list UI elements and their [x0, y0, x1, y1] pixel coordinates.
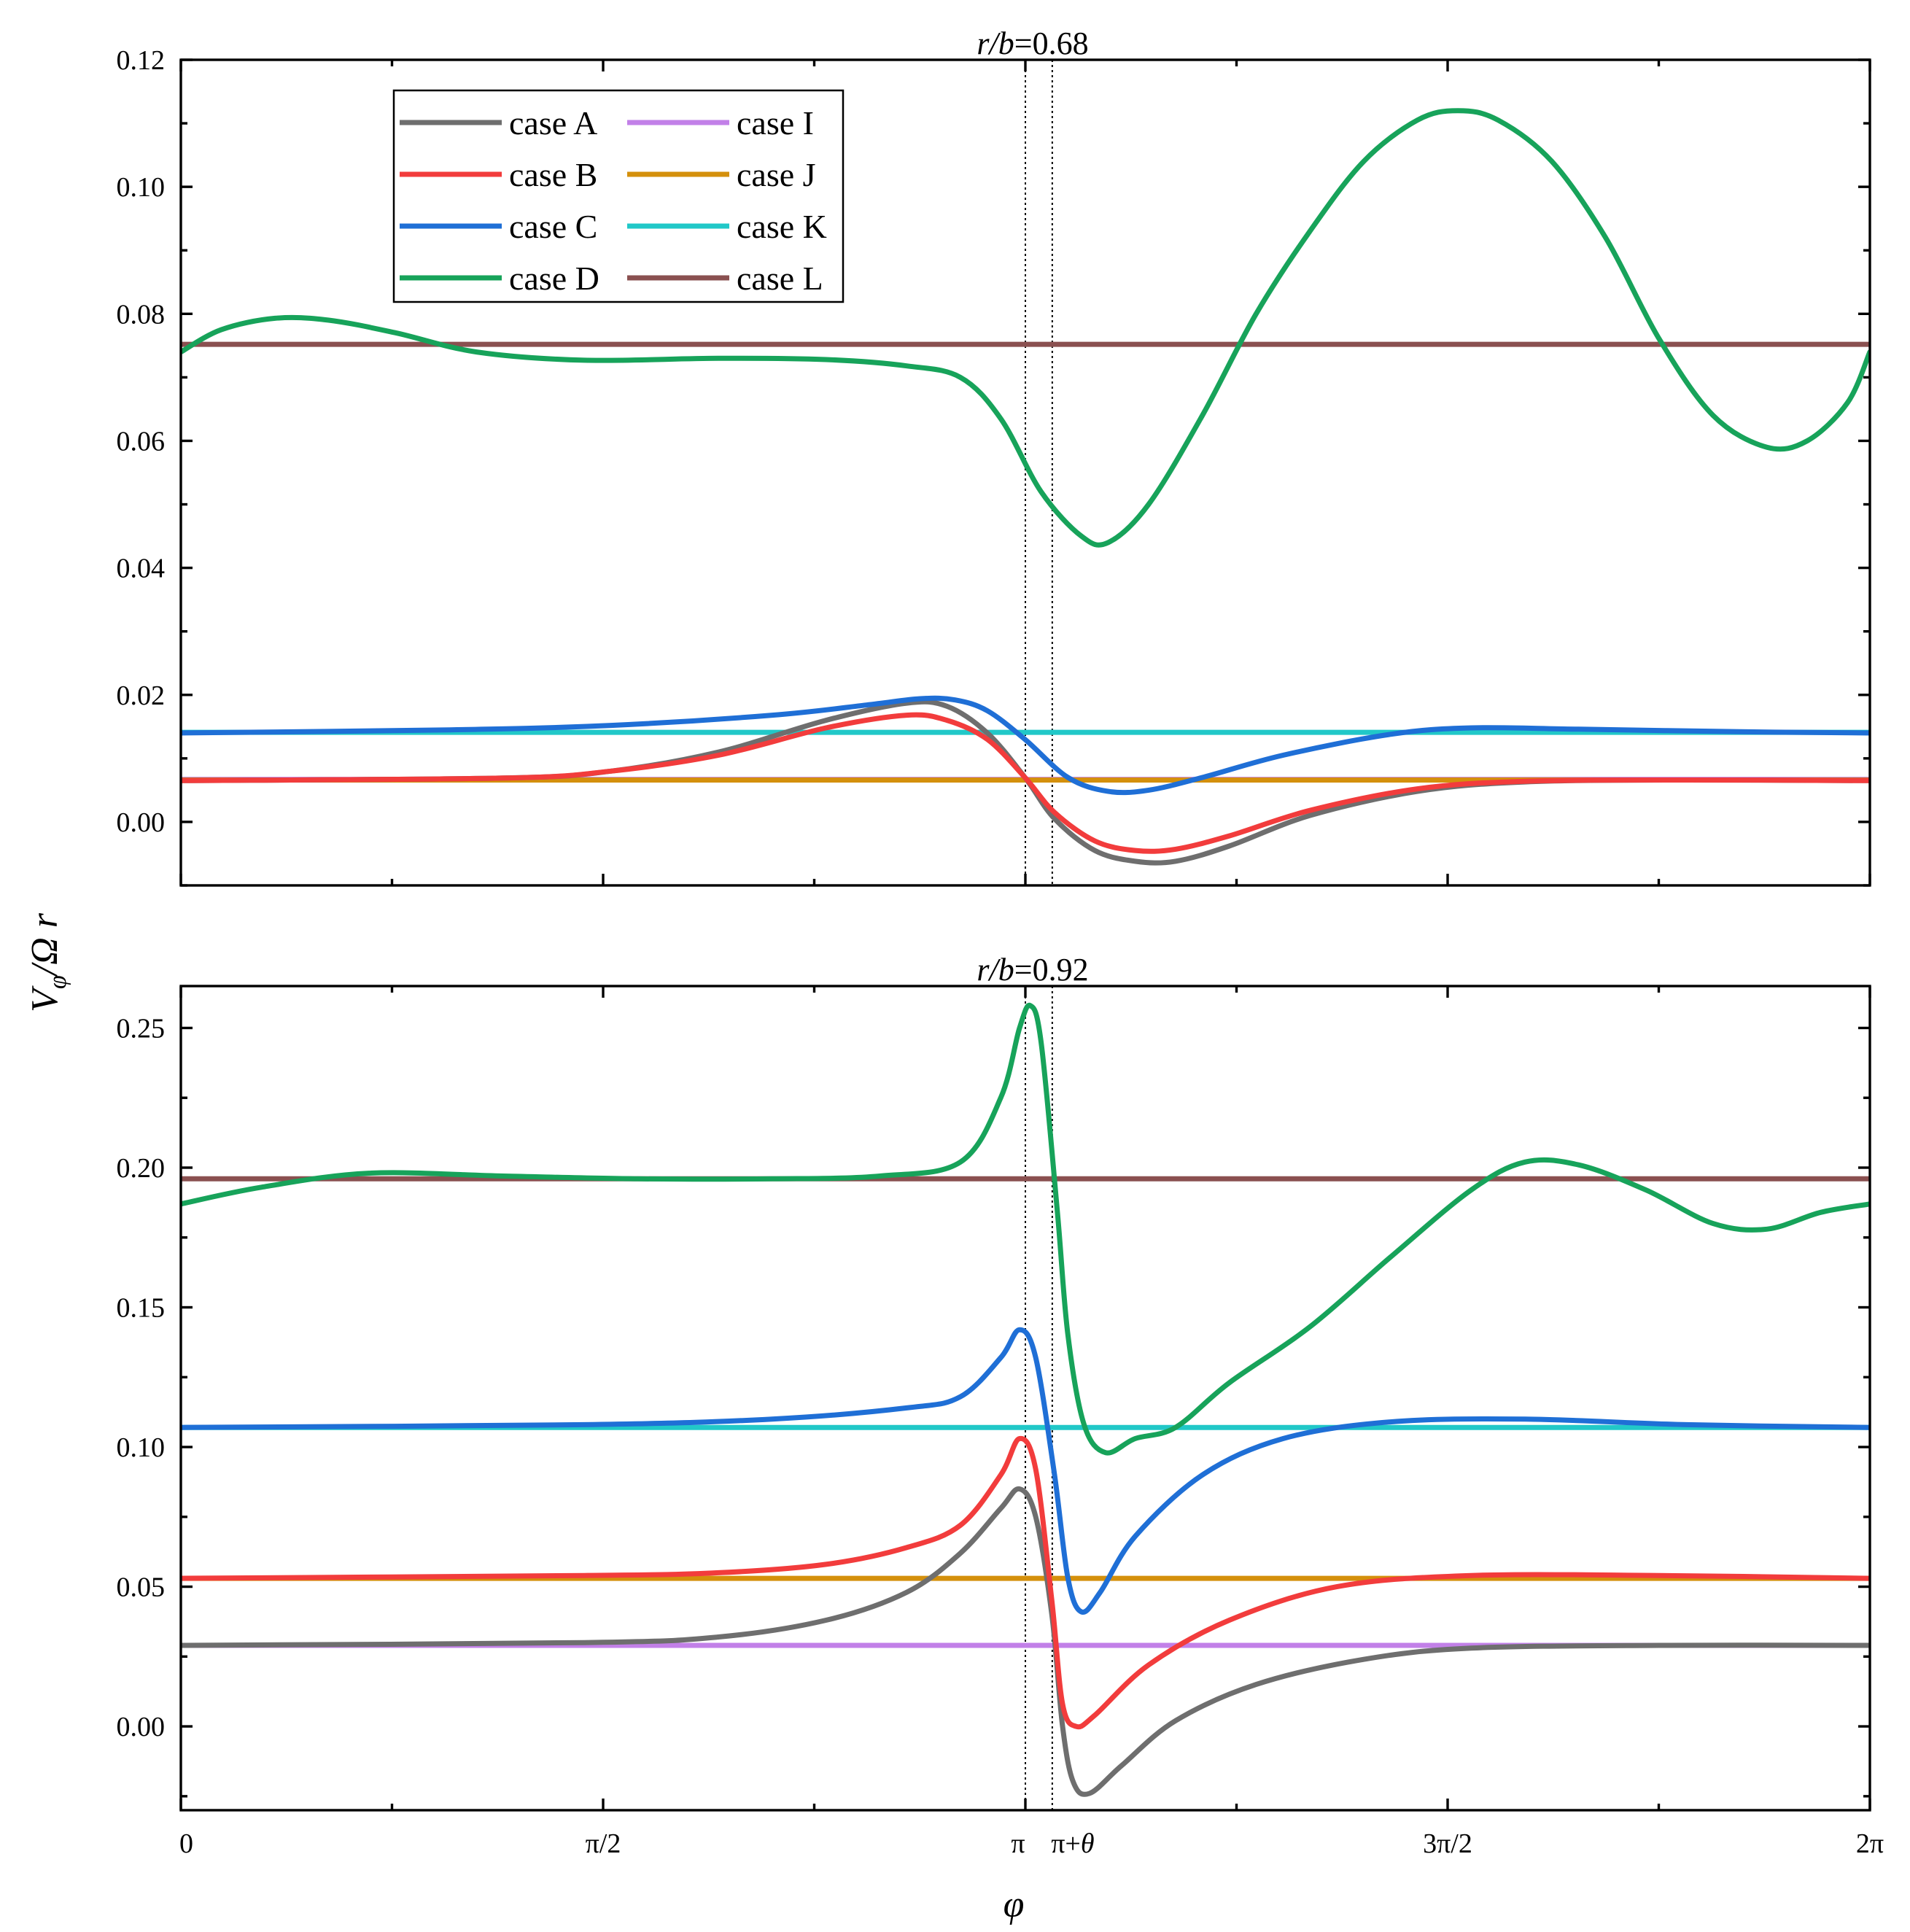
legend-label: case L: [737, 260, 823, 297]
legend-label: case C: [509, 208, 597, 245]
y-tick-label: 0.06: [117, 426, 166, 457]
legend-label: case A: [509, 104, 597, 141]
legend-label: case I: [737, 104, 814, 141]
legend-label: case K: [737, 208, 827, 245]
x-tick-label: π/2: [586, 1828, 621, 1859]
legend-label: case J: [737, 156, 816, 193]
y-tick-label: 0.02: [117, 680, 166, 711]
legend-label: case B: [509, 156, 597, 193]
y-tick-label: 0.20: [117, 1153, 166, 1184]
y-tick-label: 0.05: [117, 1572, 166, 1603]
title-italic-part: r/b: [977, 952, 1014, 988]
series-line-case-b: [181, 712, 1870, 854]
series-line-case-c: [181, 695, 1870, 796]
series-line-case-d: [181, 108, 1870, 548]
panel-2-title: r/b=0.92: [977, 952, 1088, 988]
y-tick-label: 0.25: [117, 1013, 166, 1044]
y-tick-label: 0.08: [117, 299, 166, 330]
x-tick-label: π+θ: [1051, 1828, 1094, 1859]
y-tick-label: 0.10: [117, 172, 166, 203]
x-tick-label: 3π/2: [1423, 1828, 1472, 1859]
y-tick-label: 0.04: [117, 554, 166, 584]
y-tick-label: 0.15: [117, 1293, 166, 1324]
x-tick-label: π: [1011, 1828, 1025, 1859]
series-line-case-d: [181, 1002, 1870, 1456]
panel-1: r/b=0.68 0.00 0.02 0.04 0.06 0.08 0.10 0.12 case…: [117, 26, 1871, 887]
panel-2: r/b=0.92 0.00 0.05 0.10 0.15 0.20 0.25 0 π/2 π π+θ…: [117, 952, 1884, 1859]
y-axis-title: Vφ/Ω r: [24, 912, 71, 1012]
y-tick-label: 0.10: [117, 1432, 166, 1463]
title-value-part: =0.92: [1014, 952, 1089, 988]
y-tick-label: 0.00: [117, 1712, 166, 1742]
series-line-case-b: [181, 1435, 1870, 1730]
legend-label: case D: [509, 260, 599, 297]
series-line-case-c: [181, 1327, 1870, 1615]
y-tick-label: 0.00: [117, 807, 166, 838]
y-axis-title-main: V: [24, 985, 66, 1012]
series-group: [181, 108, 1870, 866]
x-tick-label: 2π: [1856, 1828, 1884, 1859]
title-value-part: =0.68: [1014, 26, 1089, 61]
legend-box: [392, 89, 845, 303]
y-axis-title-sub: φ: [44, 975, 71, 989]
series-group: [181, 1002, 1870, 1797]
panel-1-title: r/b=0.68: [977, 26, 1088, 61]
y-tick-label: 0.12: [117, 45, 166, 76]
x-tick-label: 0: [179, 1828, 193, 1859]
x-axis-title: φ: [1003, 1884, 1025, 1925]
title-italic-part: r/b: [977, 26, 1014, 61]
y-axis-title-rest: /Ω r: [24, 912, 66, 977]
